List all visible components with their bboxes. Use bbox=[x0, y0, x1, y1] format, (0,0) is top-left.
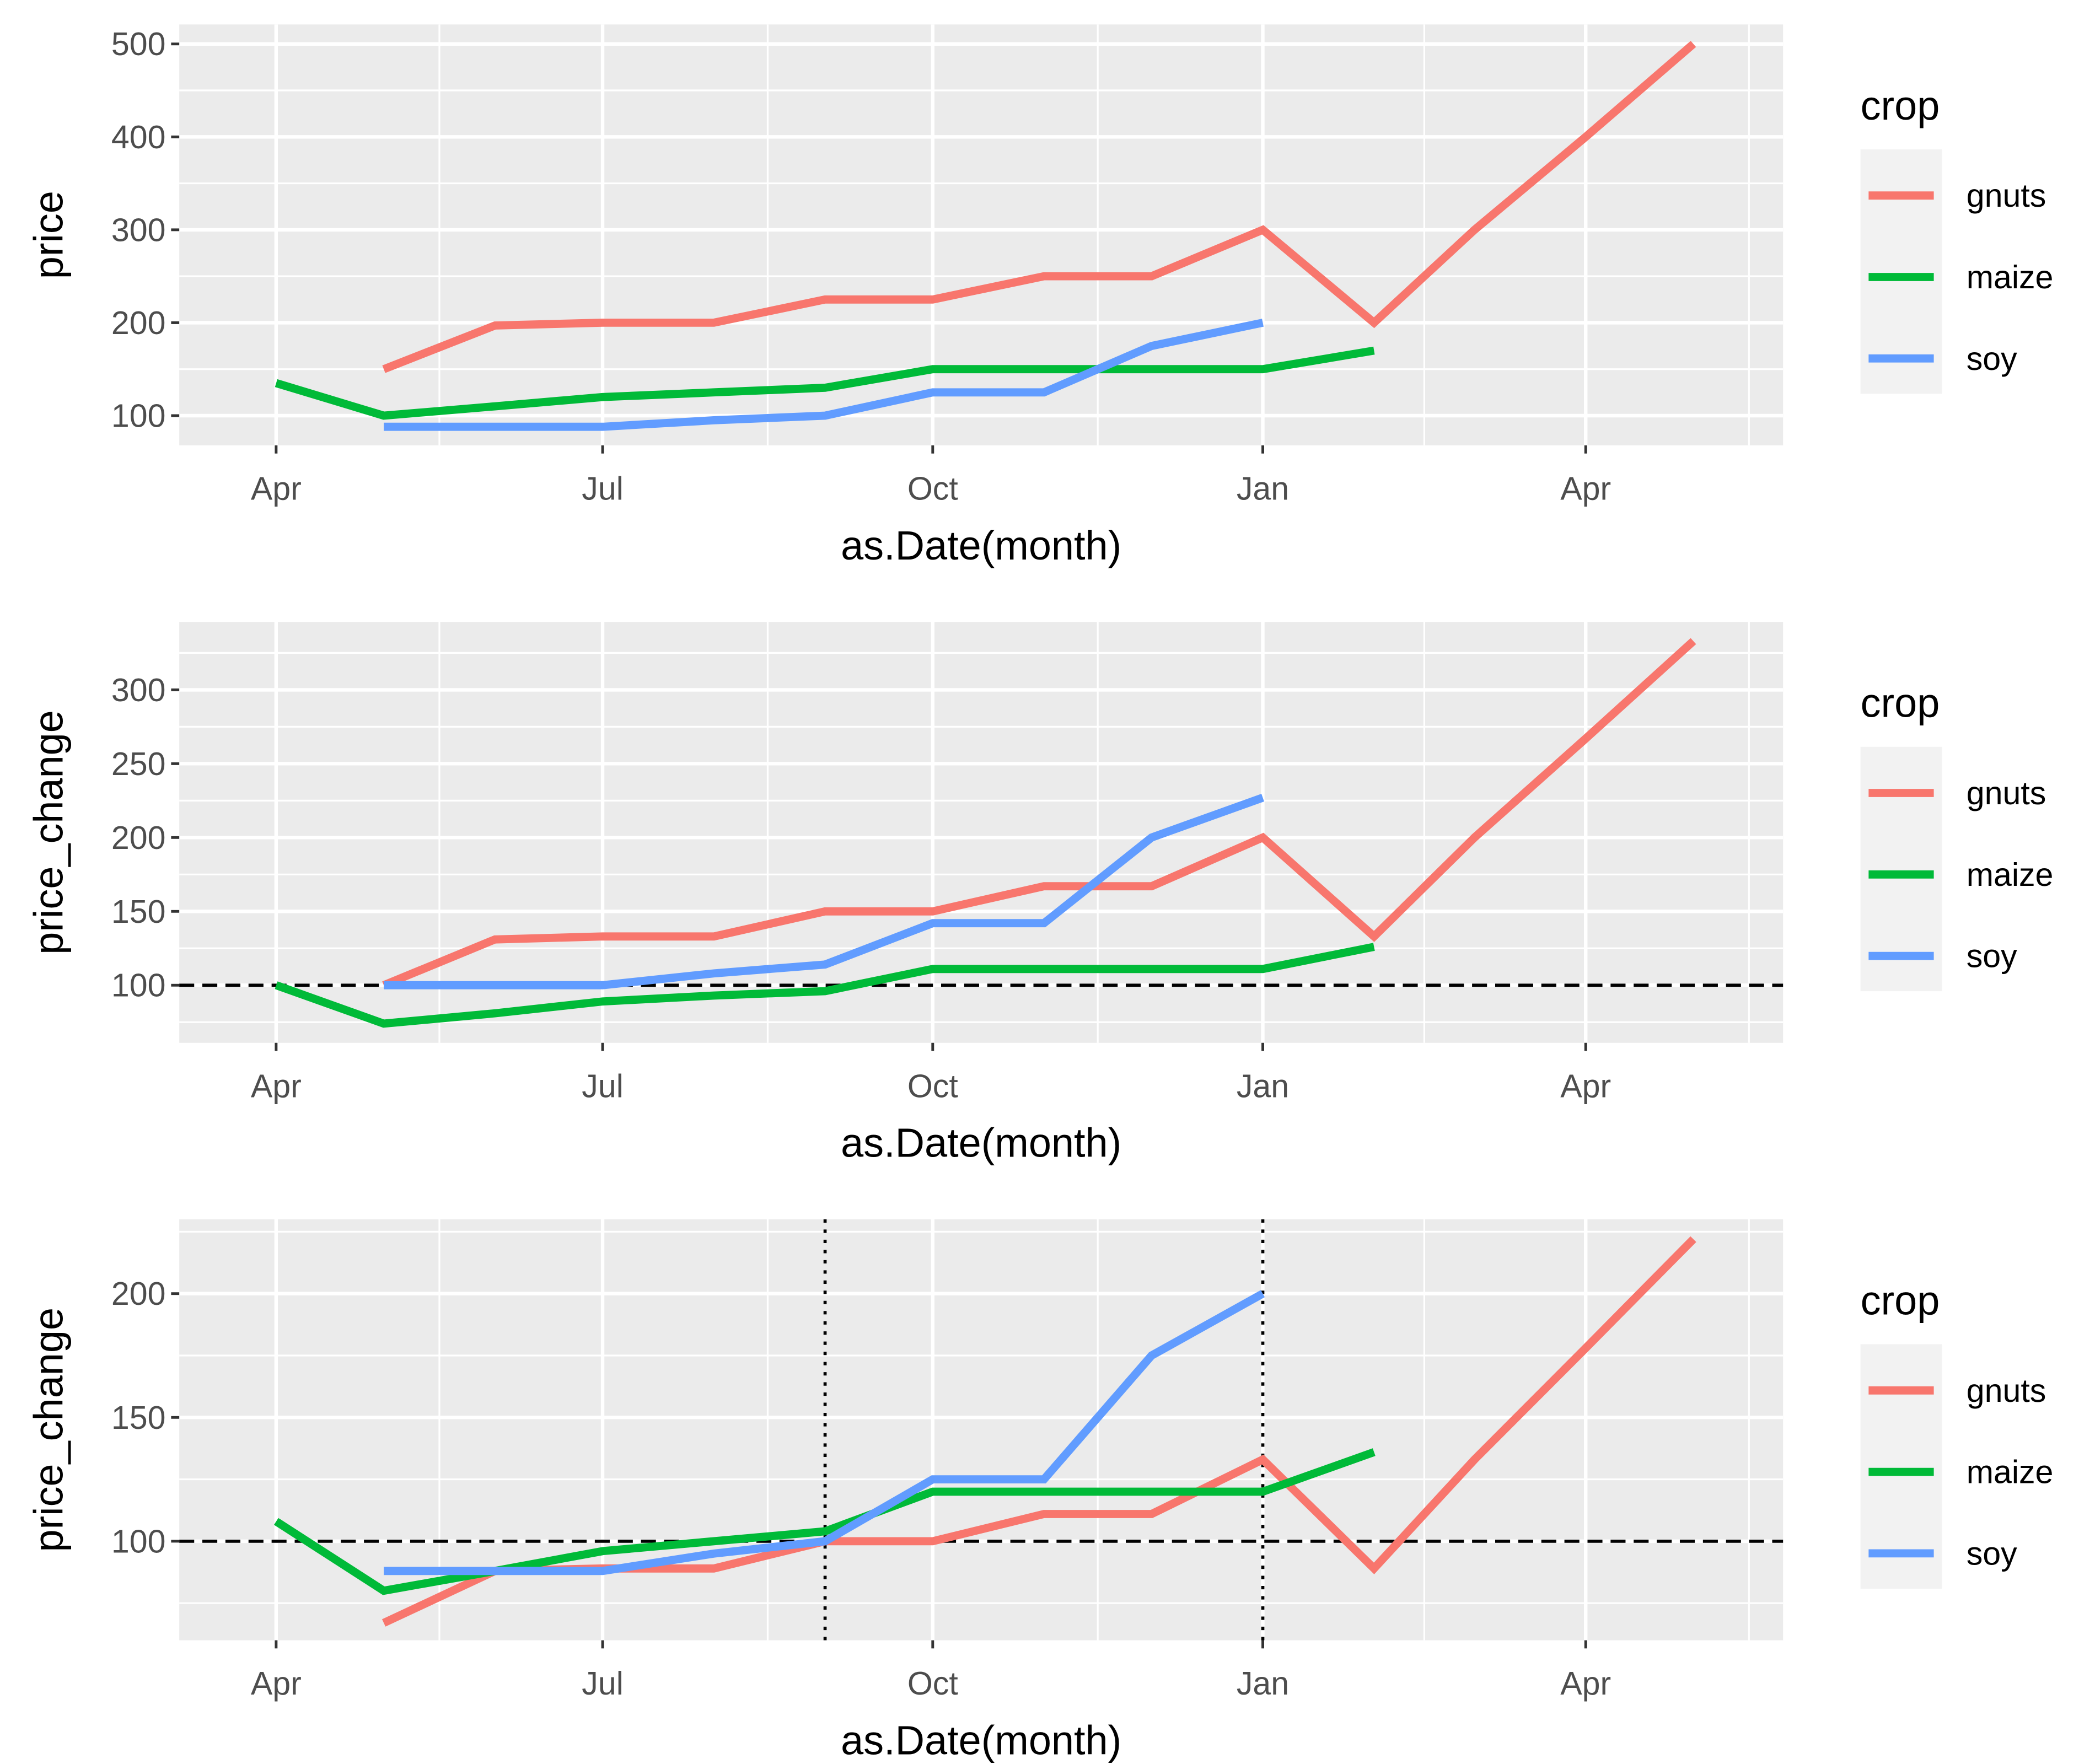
chart-panel-2: 100 150 200 250 300 Apr Jul Oct Jan Apr as.Date(mo… bbox=[25, 622, 2053, 1166]
series-line-maize bbox=[273, 1448, 1376, 1595]
chart-panel-3: 100 150 200 Apr Jul Oct Jan Apr as.Date(month) pr… bbox=[25, 1219, 2053, 1763]
plot-background bbox=[179, 1219, 1784, 1641]
y-axis-title: price_change bbox=[25, 1308, 71, 1552]
x-tick-label: Jul bbox=[582, 1067, 624, 1104]
y-tick-label: 400 bbox=[111, 119, 166, 155]
chart-panel-1: 100 200 300 400 500 Apr Jul Oct Jan Apr as.Date(mo… bbox=[25, 24, 2053, 568]
y-tick-label: 500 bbox=[111, 25, 166, 62]
x-tick-label: Oct bbox=[907, 1067, 958, 1104]
x-tick-label: Apr bbox=[251, 1067, 302, 1104]
legend-label-soy: soy bbox=[1967, 340, 2017, 377]
y-tick-label: 300 bbox=[111, 211, 166, 248]
legend-label-soy: soy bbox=[1967, 938, 2017, 975]
x-tick-label: Jan bbox=[1237, 470, 1289, 507]
x-tick-label: Apr bbox=[251, 470, 302, 507]
series-line-soy bbox=[384, 794, 1264, 989]
legend-title: crop bbox=[1861, 83, 1940, 128]
plot-background bbox=[179, 622, 1784, 1043]
legend-key-background bbox=[1860, 746, 1942, 992]
series-line-maize bbox=[275, 346, 1375, 420]
x-tick-label: Jan bbox=[1237, 1067, 1289, 1104]
series-line-maize bbox=[275, 943, 1375, 1028]
x-axis-title: as.Date(month) bbox=[841, 1717, 1121, 1763]
x-axis-title: as.Date(month) bbox=[841, 523, 1121, 568]
legend-label-gnuts: gnuts bbox=[1967, 1372, 2046, 1409]
y-tick-label: 200 bbox=[111, 304, 166, 341]
y-tick-label: 200 bbox=[111, 819, 166, 856]
x-tick-label: Jan bbox=[1237, 1665, 1289, 1702]
y-tick-label: 150 bbox=[111, 1399, 166, 1436]
legend-key-background bbox=[1860, 1344, 1942, 1589]
legend-label-maize: maize bbox=[1967, 856, 2054, 893]
legend-title: crop bbox=[1861, 680, 1940, 726]
series-line-gnuts bbox=[382, 638, 1696, 989]
x-tick-label: Oct bbox=[907, 1665, 958, 1702]
y-tick-label: 100 bbox=[111, 397, 166, 434]
series-line-soy bbox=[384, 1290, 1265, 1575]
x-tick-label: Jul bbox=[582, 470, 624, 507]
legend-label-soy: soy bbox=[1967, 1535, 2017, 1572]
x-tick-label: Apr bbox=[1560, 470, 1611, 507]
y-tick-label: 100 bbox=[111, 967, 166, 1004]
series-line-gnuts bbox=[382, 41, 1696, 373]
legend-label-gnuts: gnuts bbox=[1967, 775, 2046, 811]
x-tick-label: Oct bbox=[907, 470, 958, 507]
y-tick-label: 300 bbox=[111, 671, 166, 708]
y-tick-label: 250 bbox=[111, 745, 166, 782]
x-tick-label: Apr bbox=[1560, 1665, 1611, 1702]
y-axis-title: price bbox=[25, 191, 71, 279]
legend-label-maize: maize bbox=[1967, 259, 2054, 295]
y-tick-label: 200 bbox=[111, 1275, 166, 1312]
x-tick-label: Apr bbox=[1560, 1067, 1611, 1104]
legend-label-gnuts: gnuts bbox=[1967, 177, 2046, 214]
legend-title: crop bbox=[1861, 1277, 1940, 1323]
legend-label-maize: maize bbox=[1967, 1454, 2054, 1491]
y-tick-label: 100 bbox=[111, 1523, 166, 1559]
plot-background bbox=[179, 24, 1784, 445]
y-axis-title: price_change bbox=[25, 710, 71, 955]
x-tick-label: Jul bbox=[582, 1665, 624, 1702]
x-tick-label: Apr bbox=[251, 1665, 302, 1702]
series-line-soy bbox=[384, 319, 1264, 431]
legend-key-background bbox=[1860, 149, 1942, 394]
y-tick-label: 150 bbox=[111, 893, 166, 930]
x-axis-title: as.Date(month) bbox=[841, 1120, 1121, 1166]
